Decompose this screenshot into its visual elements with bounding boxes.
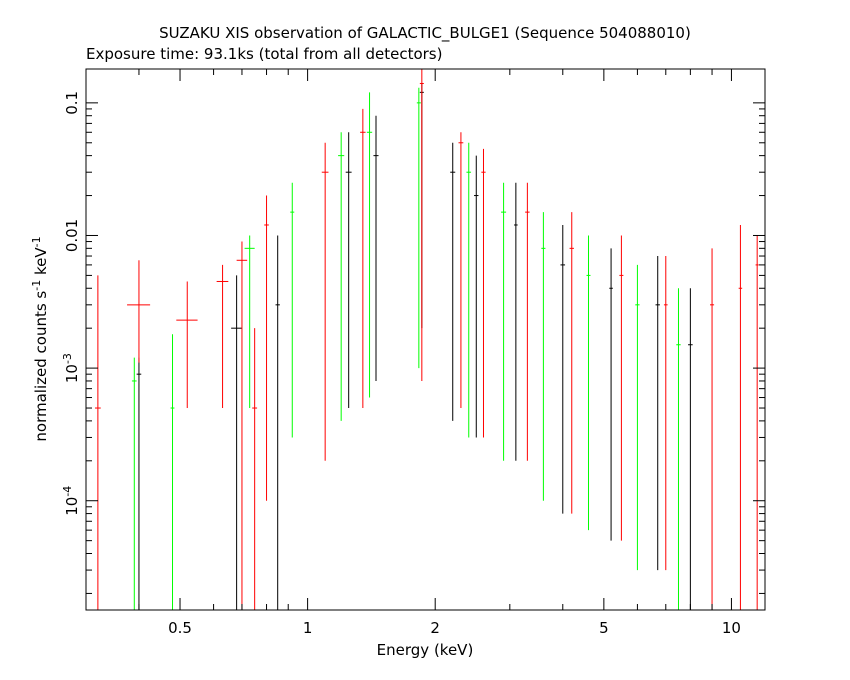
x-tick-label: 0.5 — [168, 619, 192, 637]
data-point — [264, 195, 269, 501]
x-tick-label: 5 — [599, 619, 609, 637]
data-point — [216, 264, 229, 409]
data-point — [569, 212, 574, 514]
chart-title: SUZAKU XIS observation of GALACTIC_BULGE… — [159, 24, 691, 43]
data-point — [560, 224, 566, 514]
data-point — [170, 334, 175, 610]
y-tick-label: 0.01 — [63, 219, 81, 252]
data-point — [738, 224, 743, 610]
data-point — [176, 281, 198, 409]
y-axis-label-mid: keV — [32, 247, 50, 280]
data-point — [366, 92, 373, 398]
data-point — [501, 182, 507, 461]
y-tick-label: 10-3 — [61, 353, 81, 383]
data-point — [466, 142, 472, 438]
data-point — [231, 275, 242, 610]
series-0 — [136, 83, 693, 610]
data-point — [619, 235, 624, 541]
x-axis-label: Energy (keV) — [377, 641, 474, 659]
data-point — [136, 357, 142, 610]
x-tick-label: 1 — [303, 619, 313, 637]
data-point — [236, 241, 248, 610]
data-point — [275, 235, 280, 610]
data-point — [663, 256, 668, 571]
data-point — [525, 182, 530, 461]
data-point — [131, 357, 137, 610]
data-point — [94, 275, 101, 610]
data-point — [290, 182, 295, 438]
y-axis-label: normalized counts s-1 keV-1 — [30, 236, 50, 441]
plot-frame — [85, 68, 766, 611]
y-axis-label-sup2: -1 — [30, 236, 43, 247]
data-point — [360, 108, 366, 409]
data-point — [586, 235, 591, 531]
data-point — [514, 182, 518, 461]
data-point — [688, 288, 693, 610]
data-point — [416, 87, 421, 369]
data-point — [474, 155, 479, 438]
data-point — [321, 142, 329, 461]
data-point — [709, 248, 715, 610]
data-point — [345, 132, 352, 409]
data-point — [609, 248, 613, 541]
data-point — [458, 132, 464, 409]
data-point — [541, 212, 546, 501]
chart-subtitle: Exposure time: 93.1ks (total from all de… — [86, 45, 442, 63]
series-2 — [131, 87, 681, 610]
axis-ticks: 0.5 1 2 5 10 0.1 0.01 10-3 10-4 — [61, 69, 765, 637]
data-point — [481, 148, 486, 438]
x-tick-label: 10 — [722, 619, 741, 637]
series-1 — [94, 69, 759, 610]
y-axis-label-main: normalized counts s — [32, 291, 50, 442]
y-tick-label: 0.1 — [63, 91, 81, 115]
data-point — [676, 288, 681, 610]
data-point — [373, 115, 379, 381]
y-tick-label: 10-4 — [61, 486, 81, 516]
data-point — [419, 69, 424, 381]
data-point — [755, 235, 759, 610]
data-point — [127, 260, 151, 363]
data-point — [635, 264, 640, 571]
y-axis-label-sup1: -1 — [30, 280, 43, 291]
data-point — [252, 328, 258, 610]
data-point — [338, 132, 345, 421]
x-tick-label: 2 — [430, 619, 440, 637]
data-point — [244, 235, 255, 409]
data-point — [655, 256, 660, 571]
data-layer — [94, 69, 759, 610]
data-point — [450, 142, 456, 421]
